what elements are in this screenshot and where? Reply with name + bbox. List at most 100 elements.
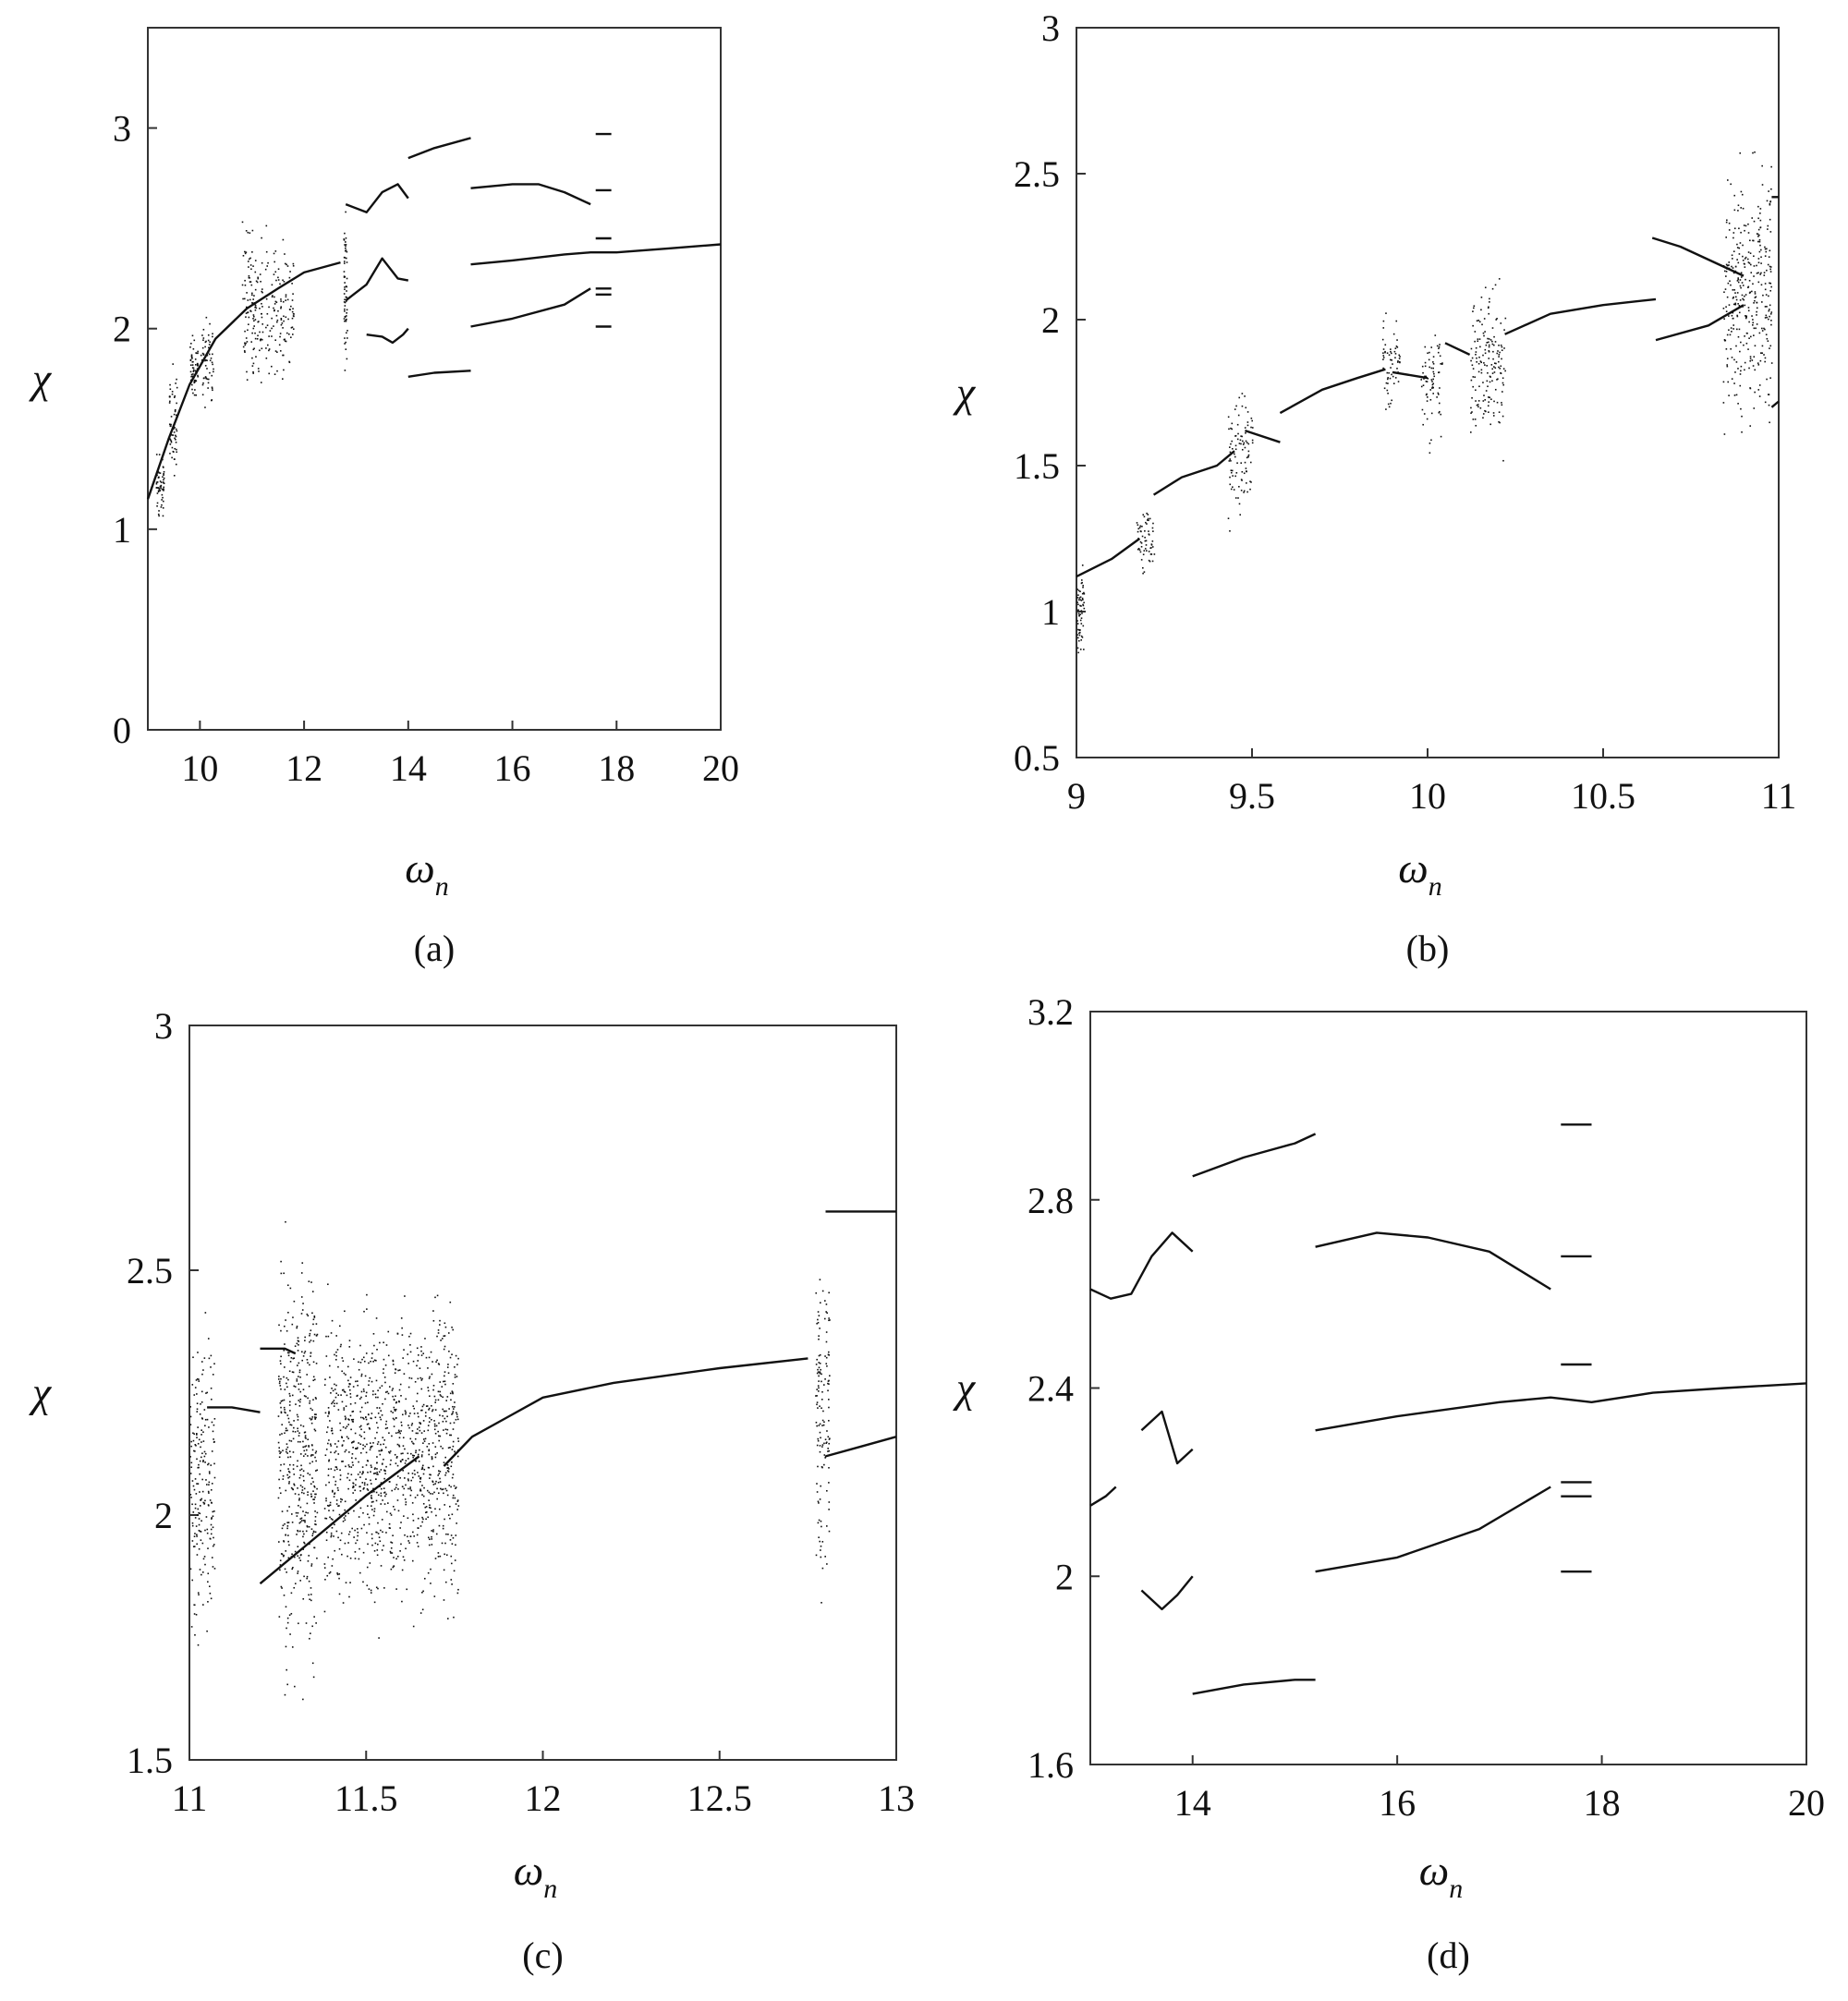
data-point [407, 1479, 409, 1482]
data-point [343, 1372, 346, 1375]
chaotic-band [264, 224, 295, 380]
data-point [297, 1555, 299, 1558]
data-point [373, 1601, 376, 1604]
data-point [259, 273, 261, 275]
data-point [1076, 609, 1079, 612]
data-point [1769, 200, 1772, 202]
data-point [441, 1386, 444, 1388]
data-point [422, 1352, 425, 1354]
data-point [316, 1333, 319, 1336]
data-point [300, 1464, 302, 1467]
data-point [1080, 579, 1083, 581]
data-point [1140, 542, 1143, 544]
data-point [195, 1379, 198, 1381]
data-point [1491, 368, 1494, 370]
data-point [1745, 342, 1748, 345]
data-point [291, 1646, 294, 1648]
data-point [444, 1335, 446, 1337]
data-point [329, 1420, 331, 1422]
data-point [331, 1319, 334, 1322]
data-point [197, 1643, 200, 1646]
data-point [198, 1380, 201, 1382]
data-point [1083, 649, 1085, 650]
data-point [1757, 362, 1759, 364]
data-point [163, 470, 165, 473]
data-point [271, 327, 273, 330]
data-point [1240, 490, 1243, 491]
data-point [1474, 418, 1477, 420]
data-point [1757, 389, 1760, 391]
data-point [202, 328, 205, 331]
data-point [1394, 357, 1396, 359]
data-point [357, 1473, 359, 1475]
data-point [403, 1515, 405, 1517]
data-point [268, 372, 271, 375]
data-point [267, 261, 269, 264]
data-point [1769, 266, 1772, 268]
data-point [297, 1415, 299, 1418]
data-point [1496, 379, 1498, 381]
data-point [366, 1484, 369, 1486]
data-point [1499, 351, 1501, 354]
data-point [204, 365, 207, 367]
data-point [444, 1473, 446, 1476]
data-point [310, 1454, 313, 1456]
data-point [434, 1508, 436, 1510]
data-point [337, 1489, 339, 1491]
data-point [1492, 350, 1494, 353]
data-point [454, 1365, 456, 1368]
data-point [196, 1434, 198, 1436]
data-point [456, 1413, 458, 1415]
data-point [437, 1556, 440, 1558]
data-point [1080, 635, 1083, 637]
data-point [372, 1487, 374, 1490]
data-point [350, 1473, 353, 1476]
data-point [210, 1464, 213, 1466]
data-point [446, 1366, 449, 1368]
data-point [337, 1409, 340, 1411]
data-point [450, 1562, 453, 1565]
data-point [1245, 467, 1247, 469]
data-point [391, 1435, 393, 1437]
data-point [299, 1506, 302, 1509]
data-point [211, 1518, 213, 1520]
data-point [1732, 303, 1735, 306]
data-point [416, 1392, 419, 1395]
data-point [362, 1356, 365, 1359]
data-point [310, 1587, 312, 1589]
data-point [213, 1438, 214, 1440]
data-point [1736, 280, 1739, 282]
data-point [365, 1418, 368, 1421]
data-point [297, 1364, 298, 1366]
data-point [1491, 287, 1494, 290]
data-point [305, 1511, 307, 1514]
data-point [280, 306, 283, 309]
data-point [304, 1514, 306, 1517]
data-point [446, 1467, 449, 1469]
data-point [190, 357, 193, 359]
data-point [205, 1516, 208, 1518]
data-point [1735, 345, 1737, 347]
data-point [371, 1393, 374, 1396]
data-point [311, 1662, 314, 1665]
data-point [821, 1567, 824, 1570]
branch-curve [1315, 1231, 1551, 1291]
branch-curve [407, 137, 471, 160]
data-point [286, 1522, 289, 1523]
y-axis-label: χ [29, 355, 53, 402]
data-point [1744, 266, 1746, 268]
data-point [1232, 475, 1234, 477]
data-point [444, 1380, 446, 1383]
data-point [362, 1418, 365, 1420]
data-point [828, 1383, 830, 1385]
data-point [405, 1547, 407, 1550]
data-point [297, 1487, 298, 1489]
data-point [282, 300, 285, 303]
data-point [1747, 307, 1750, 309]
data-point [261, 338, 263, 341]
data-point [428, 1499, 430, 1501]
data-point [1754, 369, 1757, 371]
data-point [380, 1449, 382, 1452]
data-point [304, 1340, 306, 1341]
data-point [288, 1421, 290, 1424]
